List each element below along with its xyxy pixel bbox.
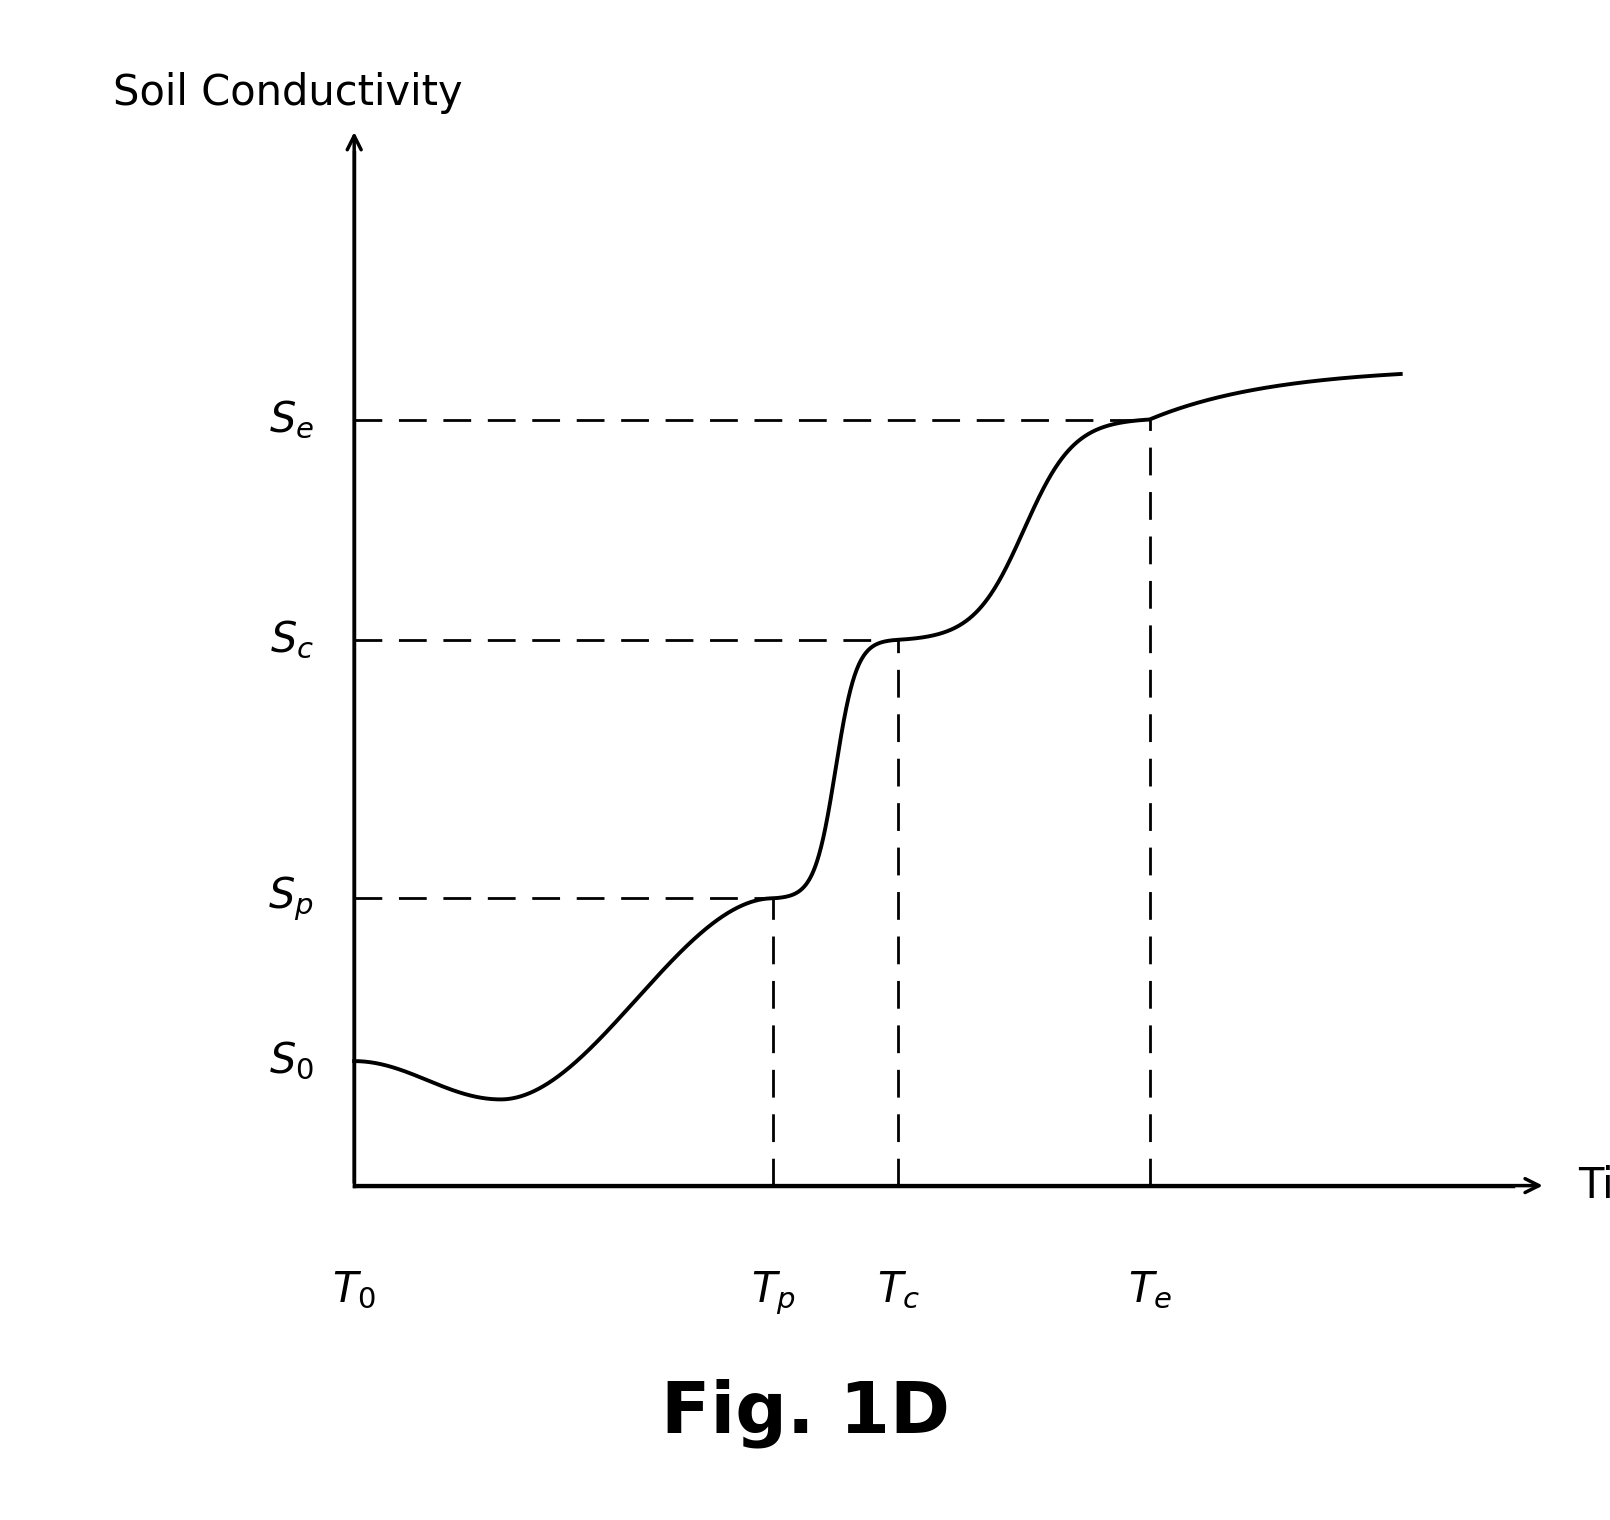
Text: $T_e$: $T_e$	[1127, 1269, 1172, 1312]
Text: $T_c$: $T_c$	[877, 1269, 919, 1312]
Text: $T_0$: $T_0$	[332, 1269, 377, 1312]
Text: $T_p$: $T_p$	[750, 1269, 795, 1316]
Text: $S_0$: $S_0$	[269, 1040, 314, 1082]
Text: Fig. 1D: Fig. 1D	[660, 1379, 950, 1449]
Text: $S_p$: $S_p$	[269, 874, 314, 923]
Text: Soil Conductivity: Soil Conductivity	[113, 71, 462, 114]
Text: $S_e$: $S_e$	[269, 398, 314, 441]
Text: Time: Time	[1578, 1164, 1610, 1207]
Text: $S_c$: $S_c$	[270, 619, 314, 661]
